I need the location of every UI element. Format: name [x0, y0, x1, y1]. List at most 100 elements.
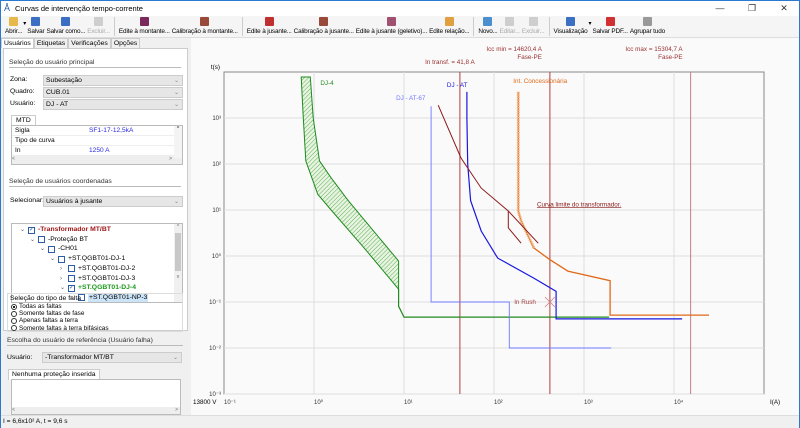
checkbox[interactable]: [68, 275, 75, 282]
time-current-chart[interactable]: 10⁻¹ 10⁰ 10¹ 10² 10³ 10⁴ 10⁻³ 10⁻² 10⁻¹ 10⁰ 10¹ 10²…: [191, 38, 799, 415]
tree-node[interactable]: › +ST.QGBT01-DJ-3: [60, 274, 135, 284]
x-tick-label: 10³: [584, 400, 593, 406]
coordinated-users-tree[interactable]: ^ v ⌄ ✓ -Transformador MT/BT ⌄ -Proteção BT ⌄ -C…: [11, 223, 183, 303]
edite-à-jusante-geletivo-button[interactable]: Edite à jusante (geletivo)...: [355, 16, 428, 37]
salvar-pdf-button[interactable]: Salvar PDF...: [592, 16, 629, 37]
tab-0[interactable]: Usuários: [1, 38, 34, 48]
x-tick-label: 10⁴: [674, 399, 684, 406]
tab-mtd[interactable]: MTD: [11, 115, 36, 126]
tree-node[interactable]: › +ST.QGBT01-DJ-2: [60, 264, 135, 274]
radio-unchecked-icon[interactable]: [11, 310, 17, 317]
selecionar-select[interactable]: Usuários à jusante ⌄: [43, 196, 183, 207]
edite-à-jusante-button[interactable]: Edite à jusante...: [246, 16, 293, 37]
expand-icon[interactable]: ›: [60, 275, 62, 282]
checkbox[interactable]: [58, 255, 65, 263]
ref-usuario-select[interactable]: -Transformador MT/BT ⌄: [42, 352, 182, 363]
radio-unchecked-icon[interactable]: [11, 317, 17, 324]
tree-node[interactable]: › +ST.QGBT01-NP-3: [70, 292, 149, 302]
fault-option[interactable]: Apenas faltas a terra: [11, 317, 182, 324]
radio-checked-icon[interactable]: [11, 303, 17, 310]
property-row[interactable]: Sigla SF1-17-12,5kA: [12, 126, 182, 136]
status-bar: I = 6,6x10² A, t = 9,6 s: [1, 415, 799, 428]
dj4-tail-curve[interactable]: [398, 289, 610, 318]
checkbox[interactable]: [68, 265, 75, 273]
dj-at-67-curve[interactable]: [430, 106, 612, 349]
grid-hscrollbar[interactable]: < >: [12, 407, 180, 414]
tree-node[interactable]: ⌄ -CH01: [40, 244, 78, 254]
calibração-à-montante-button[interactable]: Calibração à montante...: [171, 16, 239, 37]
expand-icon[interactable]: ›: [70, 294, 72, 301]
dj4-band[interactable]: [300, 76, 400, 291]
y-tick-label: 10²: [212, 162, 221, 168]
collapse-icon[interactable]: ⌄: [30, 236, 36, 243]
agrupar-tudo-button[interactable]: Agrupar tudo: [629, 16, 666, 37]
checkbox[interactable]: [78, 294, 85, 302]
series-label-dj-at: DJ - AT: [447, 82, 468, 89]
calibrate-downstream-icon: [319, 17, 329, 26]
dj-at-curve[interactable]: [466, 91, 683, 320]
tab-no-protection[interactable]: Nenhuma proteção inserida: [8, 369, 100, 380]
x-tick-label: 10⁰: [314, 399, 324, 406]
maximize-button[interactable]: ❐: [747, 3, 757, 13]
edite-relação-button[interactable]: Edite relação...: [428, 16, 470, 37]
fault-option[interactable]: Todas as faltas: [11, 303, 182, 310]
salvar-como-button[interactable]: Salvar como...: [46, 16, 87, 37]
dropdown-arrow-icon[interactable]: ▾: [588, 21, 592, 27]
checkbox[interactable]: ✓: [68, 284, 75, 292]
grid-hscrollbar[interactable]: < >: [12, 156, 182, 164]
expand-icon[interactable]: ›: [60, 265, 62, 272]
y-tick-label: 10⁻³: [209, 392, 221, 398]
grid-vscrollbar[interactable]: ^: [174, 126, 182, 158]
button-label: Novo...: [478, 28, 498, 35]
abrir-button[interactable]: Abrir...: [4, 16, 23, 37]
salvar-button[interactable]: Salvar: [26, 16, 45, 37]
fault-type-title: Seleção do tipo de falta: [10, 295, 82, 302]
dropdown-arrow-icon[interactable]: ▾: [23, 21, 27, 27]
chart-area[interactable]: 10⁻¹ 10⁰ 10¹ 10² 10³ 10⁴ 10⁻³ 10⁻² 10⁻¹ 10⁰ 10¹ 10²…: [191, 38, 799, 415]
fault-option[interactable]: Somente faltas de fase: [11, 310, 182, 317]
tree-node[interactable]: ⌄ -Proteção BT: [30, 235, 88, 245]
fault-option[interactable]: Somente faltas à terra bifásicas: [11, 325, 182, 332]
novo-button[interactable]: Novo...: [477, 16, 498, 37]
quadro-select[interactable]: CUB.01 ⌄: [43, 87, 183, 98]
tab-3[interactable]: Opções: [110, 38, 141, 48]
transformer-limit-curve[interactable]: [437, 105, 539, 244]
minimize-button[interactable]: —: [715, 3, 725, 13]
excluir-button[interactable]: Excluir...: [521, 16, 546, 37]
collapse-icon[interactable]: ⌄: [20, 227, 26, 233]
tab-2[interactable]: Verificações: [68, 38, 111, 48]
tree-scrollbar[interactable]: ^ v: [174, 224, 182, 302]
close-button[interactable]: ✕: [780, 3, 788, 13]
checkbox[interactable]: [38, 236, 45, 244]
radio-unchecked-icon[interactable]: [11, 325, 17, 332]
editar-button[interactable]: Editar...: [499, 16, 521, 37]
property-row[interactable]: Tipo de curva: [12, 136, 182, 146]
cursor-readout: I = 6,6x10² A, t = 9,6 s: [3, 418, 68, 425]
tree-node[interactable]: ⌄ ✓ +ST.QGBT01-DJ-4: [60, 283, 136, 293]
collapse-icon[interactable]: ⌄: [40, 246, 46, 253]
excluir-button[interactable]: Excluir...: [86, 16, 111, 37]
checkbox[interactable]: [48, 245, 55, 253]
title-bar: Å Curvas de intervenção tempo-corrente —…: [1, 1, 799, 16]
collapse-icon[interactable]: ⌄: [60, 285, 66, 292]
tree-node[interactable]: ⌄ ✓ -Transformador MT/BT: [20, 225, 111, 235]
edite-à-montante-button[interactable]: Edite à montante...: [118, 16, 171, 37]
button-label: Salvar: [27, 28, 45, 35]
button-label: Salvar como...: [46, 28, 86, 35]
tree-node[interactable]: ⌄ +ST.QGBT01-DJ-1: [50, 254, 125, 264]
fault-option-label: Somente faltas à terra bifásicas: [19, 324, 109, 332]
tab-1[interactable]: Etiquetas: [33, 38, 69, 48]
button-label: Excluir...: [521, 28, 545, 35]
transformer-limit-kink[interactable]: [507, 211, 522, 244]
visualização-button[interactable]: Visualização: [553, 16, 589, 37]
calibração-à-jusante-button[interactable]: Calibração à jusante...: [293, 16, 355, 37]
checkbox[interactable]: ✓: [28, 226, 35, 234]
mtd-property-grid: Sigla SF1-17-12,5kA Tipo de curva In 1250 A <…: [11, 125, 183, 165]
ref-usuario-value: -Transformador MT/BT: [45, 354, 114, 361]
chevron-down-icon: ⌄: [173, 199, 179, 205]
zona-select[interactable]: Subestação ⌄: [43, 75, 183, 86]
collapse-icon[interactable]: ⌄: [50, 256, 56, 263]
usuario-select[interactable]: DJ - AT ⌄: [43, 99, 183, 110]
property-row[interactable]: In 1250 A: [12, 146, 182, 156]
edit-icon: [505, 17, 515, 26]
